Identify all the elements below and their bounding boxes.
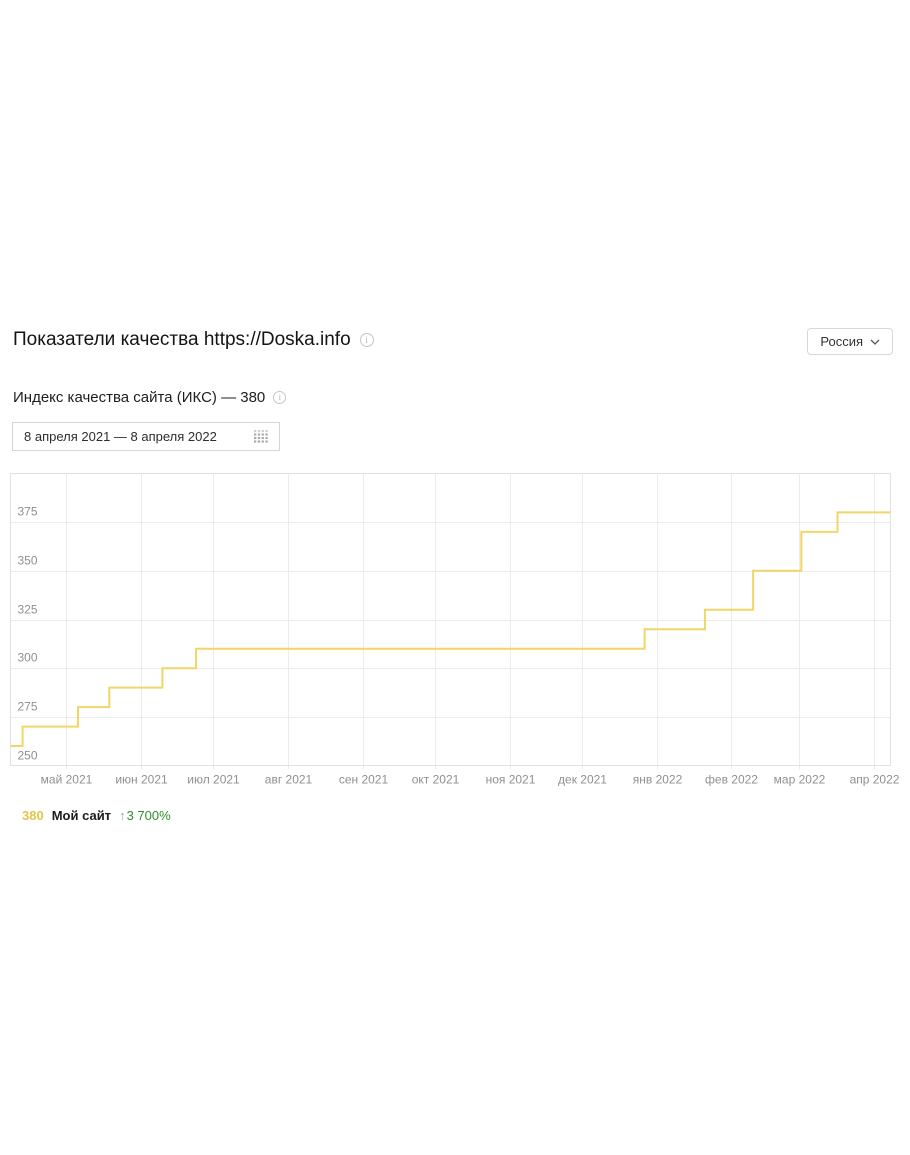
series-line-мой-сайт (10, 511, 891, 747)
region-selector-label: Россия (820, 334, 863, 349)
svg-text:июл 2021: июл 2021 (187, 773, 240, 787)
svg-text:окт 2021: окт 2021 (412, 773, 460, 787)
iks-chart[interactable]: май 2021 июн 2021 июл 2021 авг 2021 сен 2021… (10, 473, 900, 790)
title-info-icon[interactable]: i (359, 333, 374, 347)
legend-series-value: 380 (22, 808, 44, 823)
subtitle-info-icon[interactable]: i (273, 391, 287, 404)
svg-text:фев 2022: фев 2022 (705, 773, 758, 787)
chevron-down-icon (870, 339, 880, 345)
date-range-value: 8 апреля 2021 — 8 апреля 2022 (24, 429, 217, 444)
chart-legend-item[interactable]: 380 Мой сайт ↑ 3 700% (22, 808, 171, 823)
date-range-picker[interactable]: 8 апреля 2021 — 8 апреля 2022 (12, 422, 280, 451)
svg-text:350: 350 (18, 554, 38, 568)
svg-text:300: 300 (18, 651, 38, 665)
svg-text:дек 2021: дек 2021 (558, 773, 607, 787)
svg-text:325: 325 (18, 603, 38, 617)
svg-text:375: 375 (18, 505, 38, 519)
quality-index-subtitle: Индекс качества сайта (ИКС) — 380 (13, 389, 266, 406)
svg-text:сен 2021: сен 2021 (339, 773, 389, 787)
up-arrow-icon: ↑ (119, 808, 126, 823)
legend-series-name: Мой сайт (51, 808, 112, 823)
legend-change-value: 3 700% (126, 808, 171, 823)
page-header: Показатели качества https://Doska.info i (13, 329, 374, 351)
legend-change-percent: ↑ 3 700% (119, 808, 171, 823)
iks-chart-svg[interactable]: май 2021 июн 2021 июл 2021 авг 2021 сен 2021… (10, 473, 900, 790)
svg-text:апр 2022: апр 2022 (850, 773, 900, 787)
chart-frame (10, 473, 891, 766)
chart-axis-labels: май 2021 июн 2021 июл 2021 авг 2021 сен 2021… (18, 505, 900, 787)
svg-text:июн 2021: июн 2021 (115, 773, 168, 787)
calendar-icon (254, 429, 268, 443)
svg-text:авг 2021: авг 2021 (265, 773, 313, 787)
svg-text:янв 2022: янв 2022 (633, 773, 683, 787)
svg-text:ноя 2021: ноя 2021 (486, 773, 536, 787)
chart-gridlines (10, 473, 891, 770)
quality-index-subtitle-row: Индекс качества сайта (ИКС) — 380 i (13, 389, 287, 406)
page-title: Показатели качества https://Doska.info (13, 329, 351, 350)
svg-text:275: 275 (18, 700, 38, 714)
region-selector-button[interactable]: Россия (807, 328, 893, 355)
svg-text:май 2021: май 2021 (41, 773, 93, 787)
svg-text:мар 2022: мар 2022 (774, 773, 826, 787)
svg-text:250: 250 (18, 749, 38, 763)
